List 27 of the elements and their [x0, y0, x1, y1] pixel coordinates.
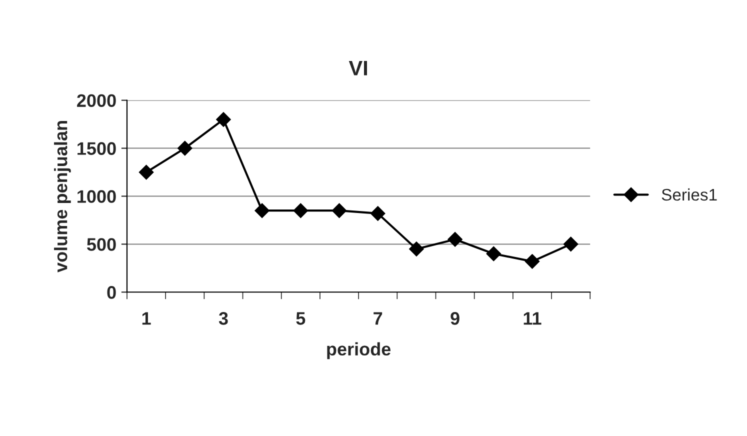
- x-tick-label: 3: [218, 312, 228, 325]
- point: [254, 203, 270, 218]
- y-tick-label: 2000: [77, 94, 116, 107]
- point: [486, 246, 502, 262]
- y-tick-label: 500: [87, 238, 116, 251]
- point: [332, 203, 347, 218]
- point: [216, 112, 231, 127]
- x-tick-label: 1: [142, 312, 151, 325]
- point: [293, 203, 308, 218]
- y-tick-label: 0: [107, 286, 116, 299]
- point: [409, 242, 424, 256]
- point: [524, 254, 540, 269]
- legend-label: Series1: [662, 188, 717, 201]
- y-tick-label: 1000: [78, 190, 116, 203]
- point: [177, 140, 192, 156]
- x-axis-title: periode: [327, 342, 391, 360]
- y-axis-title: volume penjualan: [54, 121, 71, 272]
- x-tick-label: 5: [296, 312, 306, 325]
- x-tick-label: 11: [524, 312, 542, 325]
- chart-title: VI: [348, 60, 368, 76]
- point: [448, 232, 462, 247]
- x-tick-label: 9: [450, 312, 460, 325]
- x-tick-label: 7: [374, 312, 382, 325]
- point: [138, 164, 154, 180]
- y-tick-label: 1500: [78, 142, 116, 155]
- point: [370, 206, 386, 221]
- point: [563, 236, 578, 252]
